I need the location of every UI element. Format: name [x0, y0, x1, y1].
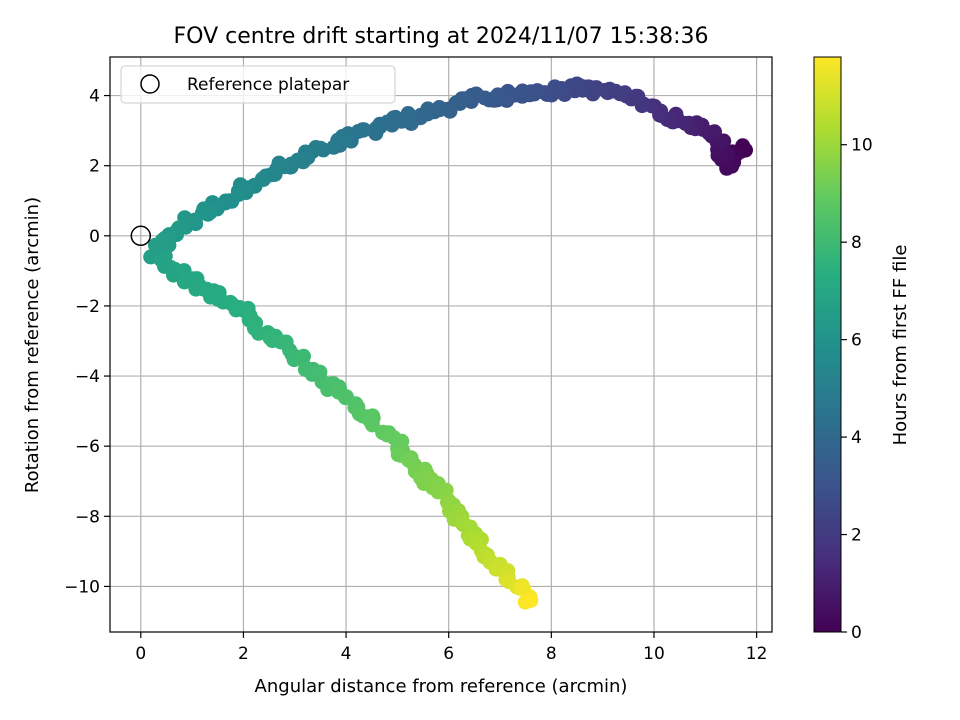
- colorbar: [813, 56, 842, 633]
- legend-marker: [140, 74, 160, 94]
- reference-marker: [130, 225, 152, 247]
- y-tick-label: −6: [75, 437, 100, 457]
- x-tick-label: 10: [643, 644, 665, 664]
- data-point: [368, 120, 384, 136]
- legend-entry: Reference platepar: [187, 75, 349, 95]
- data-point: [523, 592, 539, 608]
- x-tick-label: 0: [135, 644, 146, 664]
- reference-marker-group: [130, 225, 152, 247]
- data-point: [364, 417, 380, 433]
- data-point: [481, 92, 497, 108]
- grid: [110, 57, 772, 632]
- colorbar-label: Hours from first FF file: [890, 245, 911, 446]
- y-tick-label: 4: [89, 87, 100, 107]
- colorbar-tick-label: 8: [851, 233, 862, 253]
- data-point: [488, 561, 504, 577]
- colorbar-tick-label: 2: [851, 526, 862, 546]
- x-tick-label: 6: [443, 644, 454, 664]
- x-axis-label: Angular distance from reference (arcmin): [255, 676, 628, 697]
- y-tick-label: −4: [75, 367, 100, 387]
- colorbar-tick-label: 10: [851, 136, 873, 156]
- x-tick-label: 8: [546, 644, 557, 664]
- y-tick-label: 0: [89, 227, 100, 247]
- x-tick-label: 4: [341, 644, 352, 664]
- colorbar-ticks: 0 2 4 6 8 10: [841, 136, 873, 643]
- y-axis-label: Rotation from reference (arcmin): [22, 197, 43, 493]
- y-axis-ticks: 4 2 0 −2 −4 −6 −8 −10: [64, 87, 110, 597]
- y-tick-label: −8: [75, 507, 100, 527]
- colorbar-tick-label: 6: [851, 331, 862, 351]
- colorbar-tick-label: 4: [851, 428, 862, 448]
- y-tick-label: 2: [89, 157, 100, 177]
- plot-frame: [109, 56, 773, 633]
- chart-title: FOV centre drift starting at 2024/11/07 …: [174, 24, 709, 49]
- y-tick-label: −2: [75, 297, 100, 317]
- legend: Reference platepar: [120, 65, 396, 104]
- x-axis-ticks: 0 2 4 6 8 10 12: [135, 632, 767, 664]
- legend-box: [120, 65, 396, 104]
- y-tick-label: −10: [64, 577, 100, 597]
- colorbar-tick-label: 0: [851, 623, 862, 643]
- x-tick-label: 12: [746, 644, 768, 664]
- x-tick-label: 2: [238, 644, 249, 664]
- data-points: [143, 76, 753, 610]
